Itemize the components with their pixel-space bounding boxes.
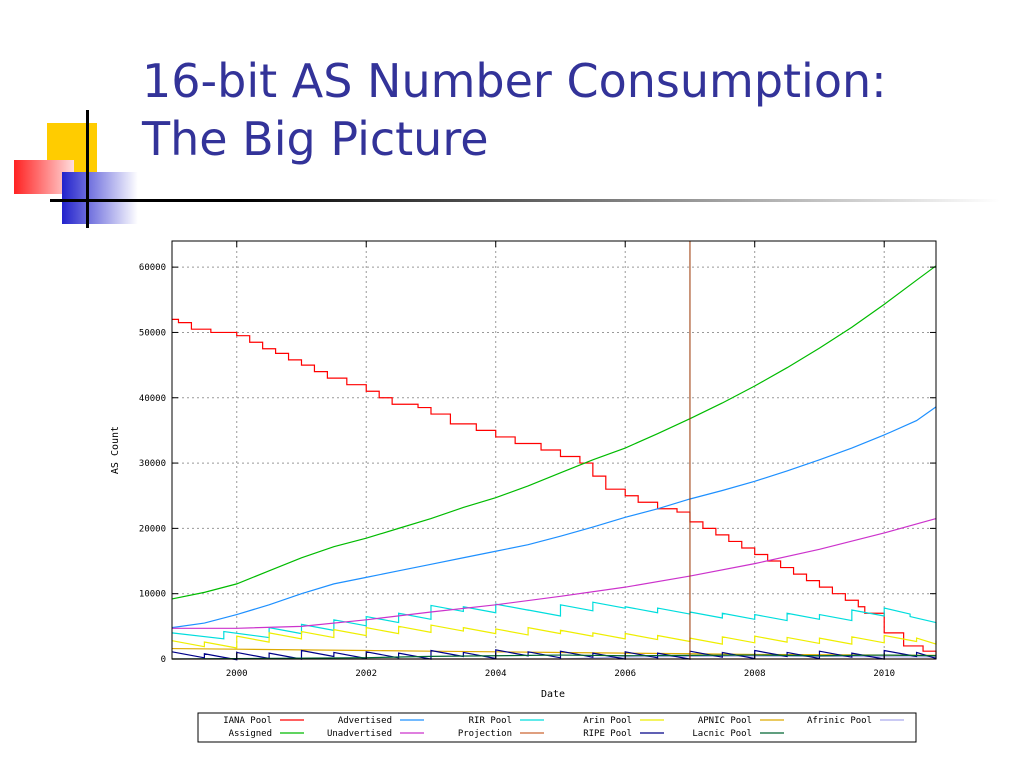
series-line-iana-pool xyxy=(172,318,937,654)
x-axis-label: Date xyxy=(541,689,565,700)
y-tick-label: 20000 xyxy=(139,524,166,534)
y-tick-label: 30000 xyxy=(139,459,166,469)
slide-title-line-2: The Big Picture xyxy=(142,112,489,166)
y-tick-label: 60000 xyxy=(139,263,166,273)
legend-label-apnic-pool: APNIC Pool xyxy=(698,716,752,726)
series-line-ripe-pool xyxy=(171,649,937,661)
x-tick-label: 2000 xyxy=(226,669,248,679)
x-tick-label: 2008 xyxy=(744,669,766,679)
legend-label-unadvertised: Unadvertised xyxy=(327,729,392,739)
legend-label-rir-pool: RIR Pool xyxy=(469,716,512,726)
y-tick-label: 0 xyxy=(161,655,166,665)
legend-label-arin-pool: Arin Pool xyxy=(583,716,632,726)
slide-accent-vertical-line xyxy=(86,110,89,228)
chart-series xyxy=(171,241,937,661)
slide-title-line-1: 16-bit AS Number Consumption: xyxy=(142,54,887,108)
chart-legend: IANA Pool Advertised RIR Pool Arin Pool APNI… xyxy=(197,712,917,743)
y-tick-label: 40000 xyxy=(139,394,166,404)
series-line-assigned xyxy=(171,265,937,600)
y-tick-label: 10000 xyxy=(139,590,166,600)
slide-accent-horizontal-rule xyxy=(50,199,1000,202)
x-tick-label: 2010 xyxy=(873,669,895,679)
legend-label-advertised: Advertised xyxy=(338,716,392,726)
legend-box xyxy=(197,712,917,743)
x-tick-label: 2004 xyxy=(485,669,507,679)
legend-label-assigned: Assigned xyxy=(229,729,272,739)
slide-title: 16-bit AS Number Consumption: The Big Pi… xyxy=(142,52,1002,168)
legend-label-afrinic-pool: Afrinic Pool xyxy=(807,716,872,726)
slide-accent-blue-square xyxy=(62,172,138,224)
plot-frame xyxy=(171,240,937,660)
series-line-unadvertised xyxy=(172,517,937,629)
legend-label-ripe-pool: RIPE Pool xyxy=(583,729,632,739)
series-line-advertised xyxy=(171,406,937,629)
legend-label-projection: Projection xyxy=(458,729,512,739)
legend-label-lacnic-pool: Lacnic Pool xyxy=(692,729,752,739)
series-line-arin-pool xyxy=(171,624,937,649)
y-axis-label: AS Count xyxy=(110,426,121,474)
y-tick-label: 50000 xyxy=(139,328,166,338)
x-tick-label: 2006 xyxy=(614,669,636,679)
legend-label-iana-pool: IANA Pool xyxy=(223,716,272,726)
chart-axes: 0 10000 20000 30000 40000 50000 60000 2000 2002 2… xyxy=(139,241,936,679)
x-tick-label: 2002 xyxy=(355,669,377,679)
series-line-rir-pool xyxy=(171,601,937,640)
